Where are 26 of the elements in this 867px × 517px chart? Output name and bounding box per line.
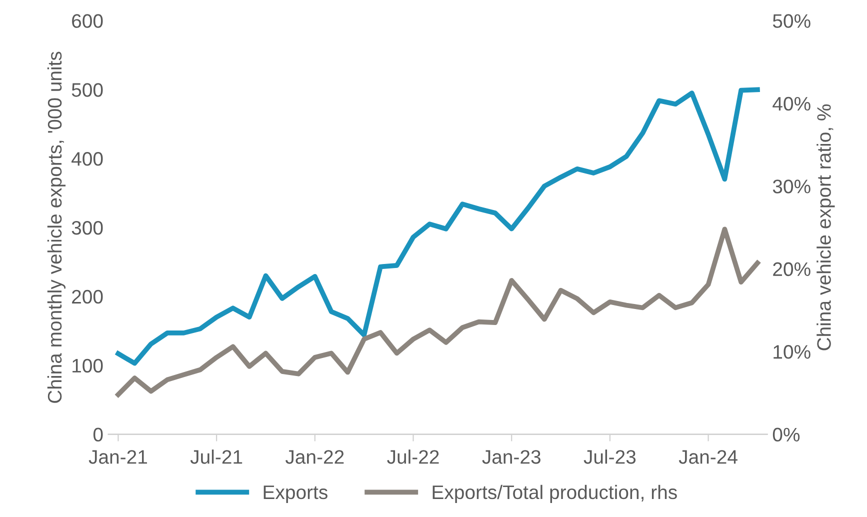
- y2-tick-label: 50%: [772, 14, 810, 28]
- x-tick-label: Jul-21: [190, 450, 242, 464]
- y-tick-label: 0: [93, 428, 103, 442]
- y2-axis-title: China vehicle export ratio, %: [816, 104, 835, 350]
- y-tick-label: 300: [72, 220, 103, 235]
- legend-label: Exports/Total production, rhs: [432, 484, 677, 503]
- y2-tick-label: 30%: [772, 180, 810, 194]
- y-axis-title: China monthly vehicle exports, '000 units: [47, 52, 66, 403]
- line-series: [116, 87, 760, 366]
- x-tick-label: Jul-23: [584, 450, 636, 464]
- y2-tick-label: 20%: [773, 262, 810, 276]
- x-tick-label: Jan-21: [88, 450, 147, 464]
- x-tick-label: Jan-24: [678, 450, 738, 464]
- y-tick-label: 100: [72, 358, 103, 373]
- y2-tick-label: 40%: [772, 96, 810, 111]
- x-tick-label: Jul-22: [387, 450, 439, 464]
- x-tick-label: Jan-23: [482, 450, 540, 464]
- legend-label: Exports: [264, 486, 328, 503]
- y2-tick-label: 0%: [772, 428, 800, 442]
- y2-tick-label: 10%: [774, 345, 810, 359]
- y-tick-label: 200: [72, 290, 103, 304]
- y-tick-label: 500: [72, 83, 103, 97]
- x-tick-label: Jan-22: [285, 450, 344, 464]
- line-series: [116, 226, 760, 398]
- y-tick-label: 600: [72, 14, 103, 28]
- y-tick-label: 400: [72, 152, 103, 166]
